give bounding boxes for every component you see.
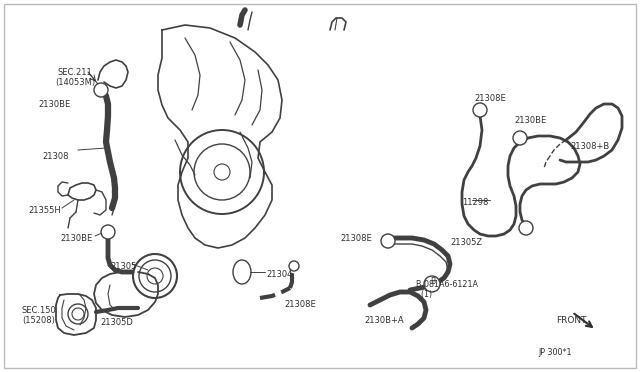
Text: 21308E: 21308E: [284, 300, 316, 309]
Circle shape: [94, 83, 108, 97]
Circle shape: [381, 234, 395, 248]
Circle shape: [513, 131, 527, 145]
Text: 21308: 21308: [42, 152, 68, 161]
Text: SEC.150
(15208): SEC.150 (15208): [22, 306, 57, 326]
Text: 21305: 21305: [110, 262, 136, 271]
Text: 21308E: 21308E: [474, 94, 506, 103]
Text: 21305D: 21305D: [100, 318, 133, 327]
Circle shape: [424, 276, 440, 292]
Text: 21305Z: 21305Z: [450, 238, 482, 247]
Text: SEC.211
(14053M): SEC.211 (14053M): [55, 68, 95, 87]
Text: 21308+B: 21308+B: [570, 142, 609, 151]
Text: 21304: 21304: [266, 270, 292, 279]
Circle shape: [101, 225, 115, 239]
Text: 11298: 11298: [462, 198, 488, 207]
Text: 2130BE: 2130BE: [60, 234, 92, 243]
Text: B 081A6-6121A
  (1): B 081A6-6121A (1): [416, 280, 478, 299]
Circle shape: [519, 221, 533, 235]
Text: 2130BE: 2130BE: [38, 100, 70, 109]
Text: FRONT: FRONT: [556, 316, 586, 325]
Text: 2130BE: 2130BE: [514, 116, 547, 125]
Text: 21308E: 21308E: [340, 234, 372, 243]
Text: 21355H: 21355H: [28, 206, 61, 215]
Text: 2130B+A: 2130B+A: [364, 316, 404, 325]
Text: B: B: [431, 276, 436, 285]
Circle shape: [473, 103, 487, 117]
Text: JP 300*1: JP 300*1: [538, 348, 572, 357]
